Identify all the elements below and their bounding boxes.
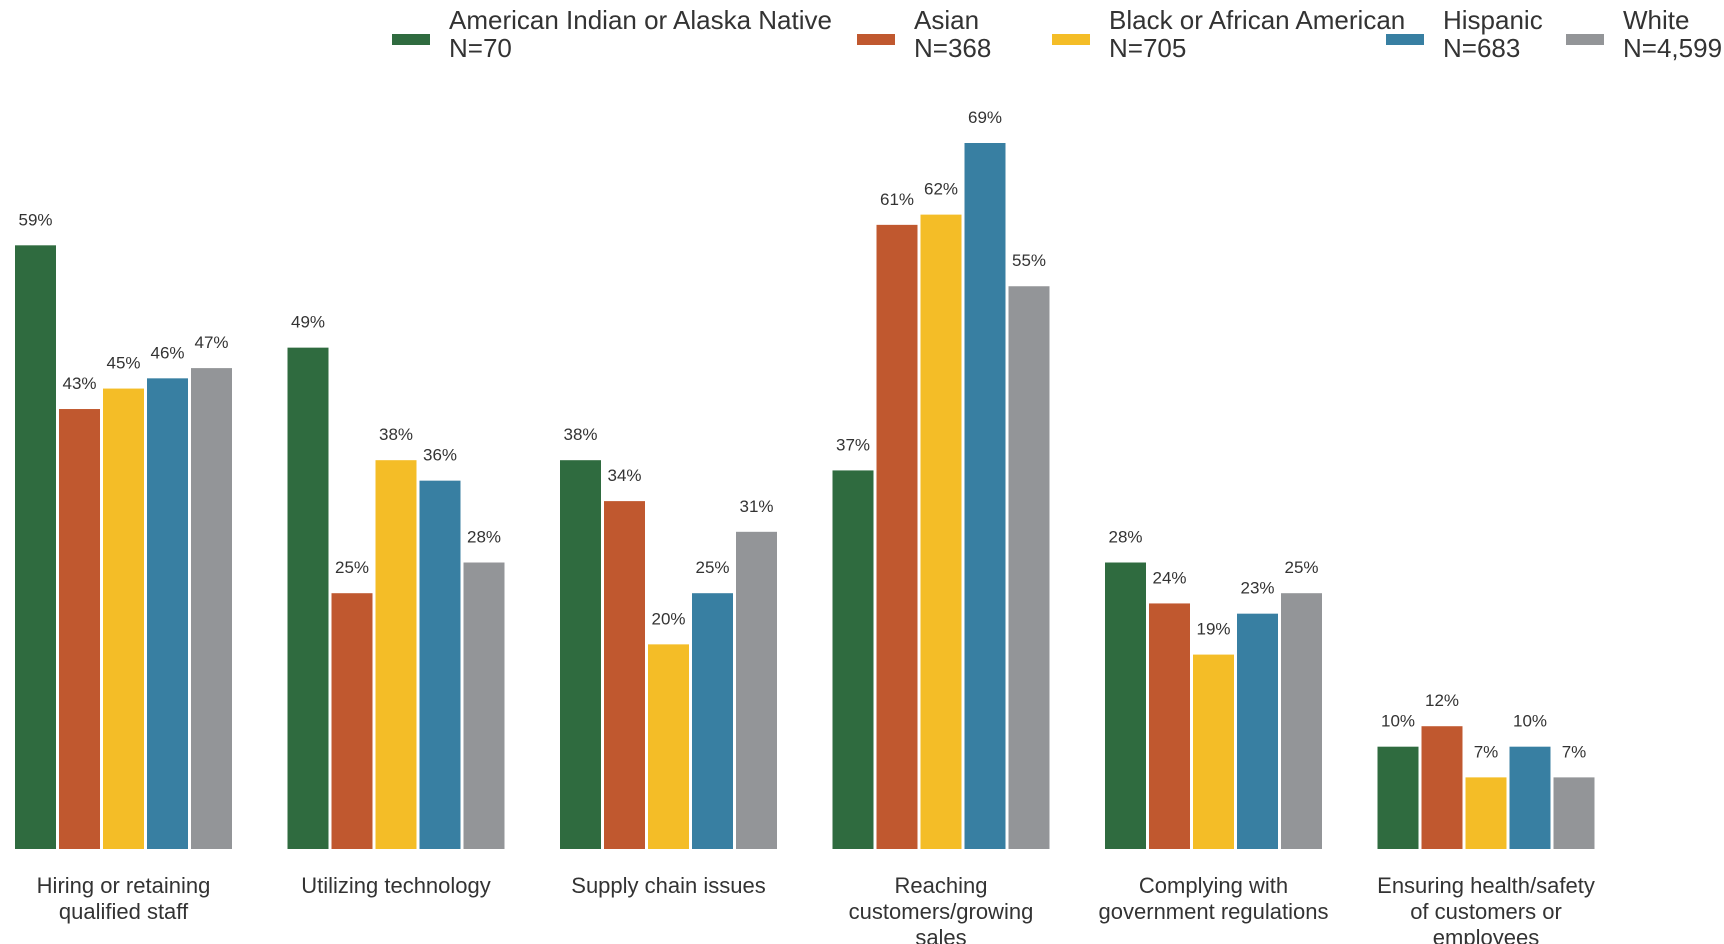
bar xyxy=(103,388,144,849)
value-label: 34% xyxy=(607,466,641,485)
value-label: 12% xyxy=(1425,691,1459,710)
bar xyxy=(191,368,232,849)
category-label: Ensuring health/safety of customers or emp… xyxy=(1377,873,1595,944)
bar xyxy=(832,470,874,849)
legend-label-asian: Asian xyxy=(914,5,979,35)
bar xyxy=(964,143,1006,849)
category-label-line: sales xyxy=(915,925,966,944)
category-label: Utilizing technology xyxy=(301,873,491,898)
value-label: 10% xyxy=(1381,712,1415,731)
value-label: 46% xyxy=(150,343,184,362)
bars xyxy=(15,143,1595,850)
bar xyxy=(15,245,56,849)
value-label: 62% xyxy=(924,180,958,199)
legend-count-white: N=4,599 xyxy=(1623,33,1722,63)
value-label: 7% xyxy=(1562,742,1587,761)
value-label: 45% xyxy=(106,354,140,373)
category-label-line: Supply chain issues xyxy=(571,873,765,898)
category-label-line: Complying with xyxy=(1139,873,1288,898)
value-label: 47% xyxy=(194,333,228,352)
value-label: 25% xyxy=(335,558,369,577)
bar xyxy=(1105,562,1146,849)
bar xyxy=(1149,603,1190,849)
legend-label-hispanic: Hispanic xyxy=(1443,5,1543,35)
bar xyxy=(375,460,417,849)
value-label: 10% xyxy=(1513,712,1547,731)
bar xyxy=(147,378,188,849)
value-labels: 59% 43% 45% 46% 47% 49% 25% 38% 36% 28% 38% 34% 20% 2… xyxy=(18,108,1586,761)
bar xyxy=(920,214,962,850)
value-label: 25% xyxy=(695,558,729,577)
bar xyxy=(604,501,645,849)
category-label: Complying with government regulations xyxy=(1099,873,1329,924)
bar xyxy=(1465,777,1507,849)
category-label-line: qualified staff xyxy=(59,899,189,924)
value-label: 19% xyxy=(1196,620,1230,639)
legend-count-hispanic: N=683 xyxy=(1443,33,1520,63)
legend-swatch-hispanic xyxy=(1386,34,1424,45)
category-label-line: Ensuring health/safety xyxy=(1377,873,1595,898)
value-label: 38% xyxy=(563,425,597,444)
bar xyxy=(1377,746,1419,849)
legend-swatch-american-indian-or-alaska-native xyxy=(392,34,430,45)
bar xyxy=(331,593,373,849)
category-label-line: customers/growing xyxy=(849,899,1034,924)
value-label: 49% xyxy=(291,313,325,332)
bar xyxy=(463,562,505,849)
value-label: 59% xyxy=(18,210,52,229)
value-label: 38% xyxy=(379,425,413,444)
bar xyxy=(736,531,777,849)
value-label: 28% xyxy=(467,528,501,547)
bar xyxy=(59,409,100,849)
value-label: 28% xyxy=(1108,528,1142,547)
legend-swatch-white xyxy=(1566,34,1604,45)
legend-label-white: White xyxy=(1623,5,1689,35)
category-label: Supply chain issues xyxy=(571,873,765,898)
legend-count-american-indian-or-alaska-native: N=70 xyxy=(449,33,512,63)
value-label: 61% xyxy=(880,190,914,209)
value-label: 23% xyxy=(1240,579,1274,598)
value-label: 69% xyxy=(968,108,1002,127)
bar xyxy=(648,644,689,849)
bar xyxy=(419,480,461,849)
legend-swatch-black-or-african-american xyxy=(1052,34,1090,45)
legend-swatch-asian xyxy=(857,34,895,45)
category-label-line: of customers or xyxy=(1410,899,1562,924)
category-label-line: Reaching xyxy=(895,873,988,898)
bar xyxy=(1509,746,1551,849)
value-label: 7% xyxy=(1474,742,1499,761)
value-label: 36% xyxy=(423,446,457,465)
bar xyxy=(1193,654,1234,849)
category-label-line: government regulations xyxy=(1099,899,1329,924)
category-label: Reaching customers/growing sales xyxy=(849,873,1034,944)
value-label: 31% xyxy=(739,497,773,516)
legend-label-american-indian-or-alaska-native: American Indian or Alaska Native xyxy=(449,5,832,35)
value-label: 20% xyxy=(651,609,685,628)
category-labels: Hiring or retaining qualified staff Utiliz… xyxy=(37,873,1595,944)
legend-count-black-or-african-american: N=705 xyxy=(1109,33,1186,63)
bar xyxy=(1237,613,1278,849)
bar xyxy=(876,224,918,849)
legend-count-asian: N=368 xyxy=(914,33,991,63)
category-label: Hiring or retaining qualified staff xyxy=(37,873,211,924)
bar xyxy=(287,347,329,849)
category-label-line: employees xyxy=(1433,925,1539,944)
bar xyxy=(1421,726,1463,849)
bar xyxy=(692,593,733,849)
category-label-line: Utilizing technology xyxy=(301,873,491,898)
value-label: 25% xyxy=(1284,558,1318,577)
bar xyxy=(1008,286,1050,850)
category-label-line: Hiring or retaining xyxy=(37,873,211,898)
bar xyxy=(1281,593,1322,849)
value-label: 43% xyxy=(62,374,96,393)
value-label: 55% xyxy=(1012,251,1046,270)
value-label: 37% xyxy=(836,435,870,454)
legend-label-black-or-african-american: Black or African American xyxy=(1109,5,1405,35)
bar xyxy=(560,460,601,849)
bar xyxy=(1553,777,1595,849)
value-label: 24% xyxy=(1152,568,1186,587)
